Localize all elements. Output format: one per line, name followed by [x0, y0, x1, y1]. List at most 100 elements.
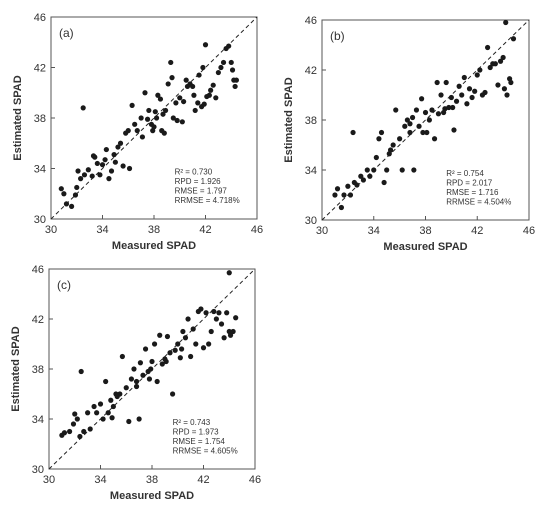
scatter-point	[136, 416, 142, 422]
scatter-point	[193, 341, 199, 347]
stats-box: R² = 0.730 RPD = 1.926 RMSE = 1.797 RRMS…	[175, 168, 240, 206]
scatter-point	[134, 128, 140, 134]
scatter-point	[170, 115, 176, 121]
scatter-point	[94, 410, 100, 416]
scatter-point	[208, 87, 214, 93]
scatter-point	[63, 201, 70, 207]
scatter-point	[200, 345, 207, 351]
x-axis-title: Measured SPAD	[110, 490, 194, 502]
stat-rmse: RMSE = 1.716	[446, 188, 499, 197]
scatter-point	[142, 346, 149, 352]
scatter-point	[424, 129, 430, 136]
scatter-point	[354, 182, 360, 188]
x-tick-label: 46	[249, 474, 261, 486]
scatter-point	[233, 315, 239, 321]
y-tick-label: 42	[34, 63, 46, 75]
scatter-point	[210, 82, 216, 88]
y-tick-label: 42	[32, 314, 44, 326]
y-tick-labels: 30 34 38 42 46	[32, 264, 44, 476]
scatter-point	[85, 410, 91, 416]
scatter-point	[58, 186, 64, 192]
scatter-point	[142, 90, 148, 96]
stat-rrmse: RRMSE = 4.718%	[175, 196, 240, 205]
scatter-point	[148, 366, 154, 372]
scatter-point	[177, 355, 183, 361]
scatter-point	[472, 88, 478, 94]
scatter-point	[191, 92, 197, 98]
stat-rpd: RPD = 2.017	[446, 179, 493, 188]
scatter-point	[161, 130, 167, 136]
scatter-point	[152, 109, 158, 115]
scatter-point	[206, 341, 212, 347]
scatter-point	[448, 94, 454, 101]
scatter-point	[99, 162, 106, 168]
scatter-point	[163, 358, 169, 365]
scatter-point	[345, 183, 351, 189]
scatter-point	[103, 378, 109, 385]
scatter-point	[173, 100, 179, 106]
scatter-point	[422, 109, 429, 116]
scatter-point	[111, 152, 117, 158]
scatter-point	[140, 372, 146, 378]
scatter-point	[80, 105, 86, 111]
scatter-point	[495, 82, 501, 88]
scatter-point	[112, 159, 118, 165]
scatter-point	[181, 98, 187, 105]
stat-r2: R² = 0.743	[173, 418, 211, 427]
scatter-point	[183, 77, 189, 83]
scatter-point	[341, 192, 347, 198]
scatter-point	[413, 107, 420, 113]
one-to-one-line	[321, 19, 530, 221]
x-tick-label: 38	[419, 225, 431, 237]
scatter-point	[164, 333, 171, 340]
scatter-point	[206, 92, 212, 98]
scatter-point	[218, 321, 225, 327]
scatter-point	[226, 270, 232, 276]
scatter-point	[89, 173, 95, 179]
y-tick-label: 38	[32, 364, 44, 376]
scatter-point	[409, 114, 416, 121]
scatter-point	[160, 111, 166, 117]
scatter-point	[215, 69, 221, 76]
scatter-point	[220, 59, 227, 66]
stat-rrmse: RRMSE = 4.504%	[446, 198, 511, 207]
scatter-point	[469, 94, 475, 101]
x-tick-label: 46	[523, 225, 535, 237]
scatter-point	[87, 426, 93, 432]
scatter-point	[126, 165, 133, 172]
scatter-point	[224, 310, 230, 316]
scatter-point	[77, 433, 83, 440]
scatter-point	[137, 360, 144, 366]
scatter-point	[387, 147, 394, 153]
y-tick-label: 42	[305, 65, 317, 77]
scatter-point	[78, 176, 84, 182]
scatter-point	[182, 335, 189, 341]
y-tick-label: 38	[34, 113, 46, 125]
stats-box: R² = 0.754 RPD = 2.017 RMSE = 1.716 RRMS…	[446, 169, 511, 207]
y-tick-label: 38	[305, 115, 317, 127]
scatter-point	[78, 368, 84, 375]
scatter-point	[402, 123, 408, 129]
scatter-point	[435, 111, 442, 117]
scatter-points	[58, 42, 239, 209]
scatter-point	[91, 403, 97, 410]
scatter-point	[373, 154, 379, 161]
stat-rrmse: RRMSE = 4.605%	[173, 447, 238, 456]
stat-rpd: RPD = 1.973	[173, 428, 220, 437]
scatter-point	[120, 163, 126, 169]
y-tick-label: 34	[34, 164, 46, 176]
scatter-point	[429, 107, 435, 113]
scatter-point	[438, 92, 444, 98]
scatter-point	[466, 86, 473, 92]
scatter-point	[456, 83, 462, 89]
scatter-point	[110, 403, 116, 410]
scatter-point	[482, 89, 488, 96]
scatter-point	[165, 81, 171, 87]
y-tick-label: 46	[305, 15, 317, 27]
x-tick-labels: 30 34 38 42 46	[316, 225, 535, 237]
scatter-point	[416, 123, 422, 129]
scatter-point	[364, 167, 370, 173]
scatter-point	[218, 64, 224, 71]
scatter-point	[347, 192, 354, 198]
